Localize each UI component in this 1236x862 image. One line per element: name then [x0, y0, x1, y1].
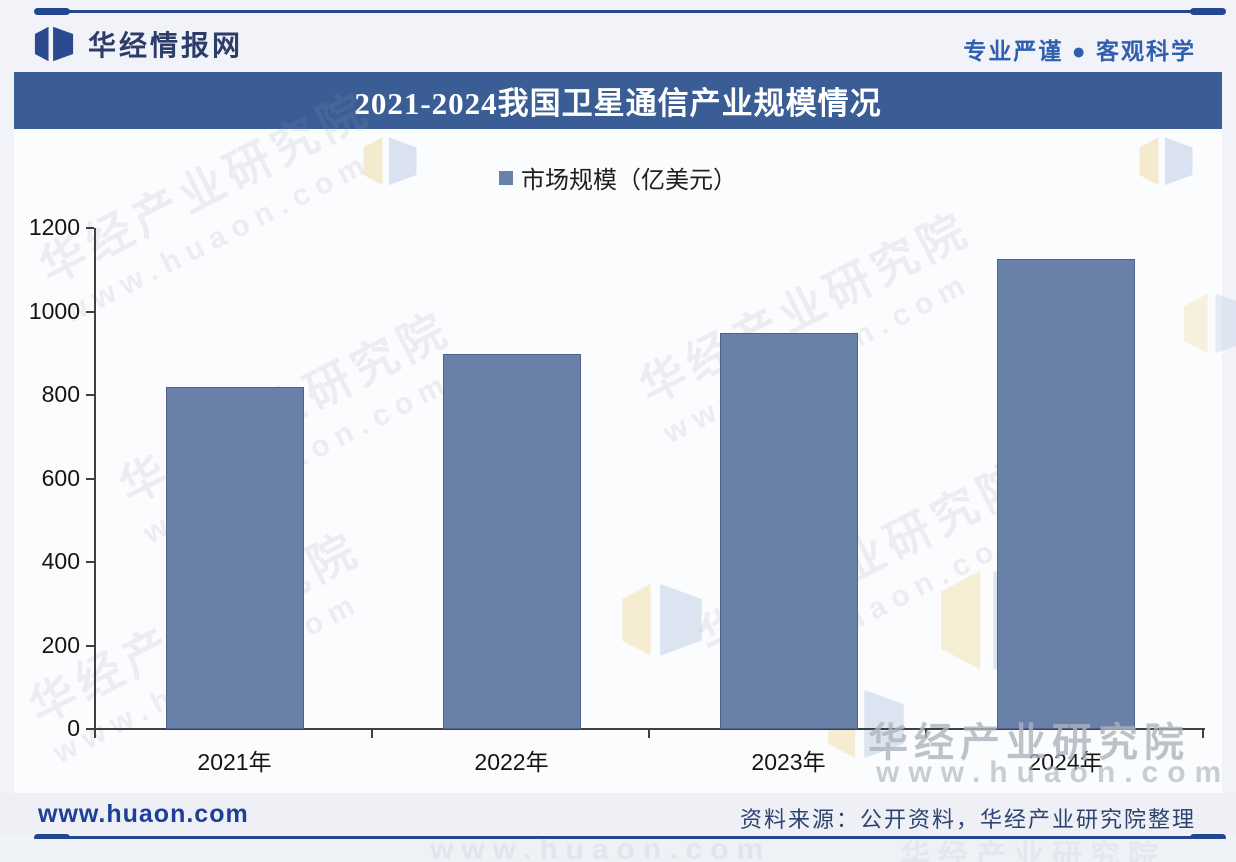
bottom-watermark-band: www.huaon.com 华经产业研究院: [0, 839, 1236, 862]
brand-name: 华经情报网: [88, 30, 244, 61]
y-tick-label-600: 600: [41, 464, 80, 491]
x-tick-3: [925, 730, 927, 738]
legend-swatch: [499, 170, 513, 185]
bottom-band-watermark: www.huaon.com: [430, 839, 772, 862]
bar-2021年: [165, 386, 304, 729]
y-tick-1000: [86, 310, 94, 313]
x-tick-0: [94, 730, 96, 738]
x-tick-label-2023年: 2023年: [751, 749, 826, 775]
footer-website[interactable]: www.huaon.com: [38, 800, 249, 828]
bar-2023年: [719, 333, 858, 729]
x-tick-2: [648, 730, 650, 738]
footer-source: 资料来源：公开资料，华经产业研究院整理: [739, 807, 1196, 832]
chart-title: 2021-2024我国卫星通信产业规模情况: [354, 86, 882, 121]
brand: 华经情报网: [34, 24, 243, 64]
y-tick-label-1200: 1200: [28, 214, 80, 240]
y-tick-label-800: 800: [41, 381, 80, 407]
chart-legend: 市场规模（亿美元）: [0, 160, 1236, 195]
y-tick-200: [86, 644, 94, 647]
bar-2022年: [442, 354, 581, 729]
x-tick-label-2024年: 2024年: [1028, 749, 1103, 775]
x-tick-1: [371, 730, 373, 738]
y-tick-label-0: 0: [67, 715, 80, 741]
y-tick-label-200: 200: [41, 631, 80, 658]
bottom-band-watermark-2: 华经产业研究院: [900, 840, 1166, 862]
title-bar: 2021-2024我国卫星通信产业规模情况: [14, 72, 1222, 129]
y-axis-line: [94, 228, 96, 731]
x-axis-line: [94, 728, 1205, 730]
legend-label: 市场规模（亿美元）: [521, 167, 737, 194]
huajing-logo-icon: [34, 26, 74, 62]
x-tick-label-2022年: 2022年: [474, 749, 549, 775]
header-slogan: 专业严谨 ● 客观科学: [963, 38, 1196, 64]
top-rule: [34, 8, 1226, 15]
y-tick-400: [86, 561, 94, 563]
top-rule-right-cap: [1190, 8, 1226, 15]
top-rule-left-cap: [34, 8, 70, 15]
y-tick-label-400: 400: [41, 548, 80, 574]
bottom-rule: [34, 834, 1226, 841]
y-tick-0: [86, 728, 94, 730]
header: 华经情报网 专业严谨 ● 客观科学: [0, 18, 1236, 70]
y-tick-600: [86, 477, 94, 480]
y-tick-1200: [86, 227, 94, 229]
x-tick-end: [1202, 730, 1204, 738]
bar-2024年: [996, 259, 1135, 729]
x-tick-label-2021年: 2021年: [197, 749, 272, 775]
y-tick-800: [86, 394, 94, 396]
bottom-rule-left-cap: [34, 834, 70, 841]
footer: [0, 793, 1236, 836]
bottom-rule-right-cap: [1190, 834, 1226, 841]
y-tick-label-1000: 1000: [28, 297, 80, 324]
